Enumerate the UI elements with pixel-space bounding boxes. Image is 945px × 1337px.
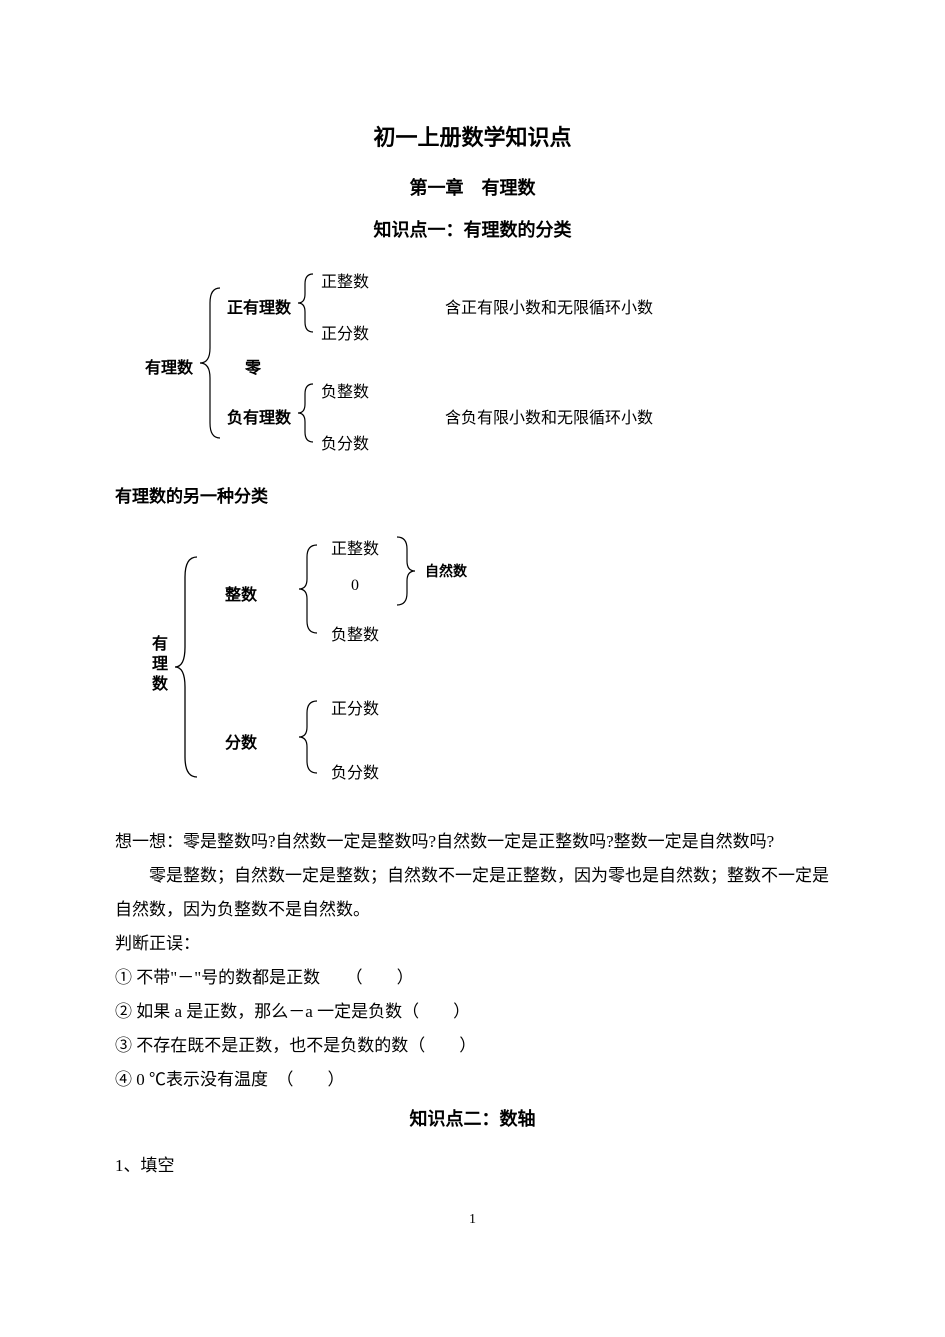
d1-pos: 正有理数 [227,294,291,318]
d1-root: 有理数 [145,354,193,378]
diagram-1: 有理数 正有理数 零 负有理数 正整数 正分数 负整数 负分数 含正有限小数和无… [115,268,830,458]
d2-frac: 分数 [225,729,257,753]
d1-neg: 负有理数 [227,404,291,428]
main-title: 初一上册数学知识点 [115,120,830,152]
d1-neg-int: 负整数 [321,378,369,402]
d2-zero: 0 [351,577,359,595]
chapter-title: 第一章 有理数 [115,174,830,200]
d1-note-neg: 含负有限小数和无限循环小数 [445,404,653,428]
judge-item: ③ 不存在既不是正数，也不是负数的数（ ） [115,1029,830,1063]
fill-heading: 1、填空 [115,1151,830,1176]
d2-int: 整数 [225,581,257,605]
judge-item: ④ 0 ℃表示没有温度 （ ） [115,1063,830,1097]
d2-pos-frac: 正分数 [331,695,379,719]
judge-item: ② 如果 a 是正数，那么－a 一定是负数（ ） [115,995,830,1029]
page-content: 初一上册数学知识点 第一章 有理数 知识点一：有理数的分类 有理数 正有理数 零… [0,0,945,1268]
subsection-title: 有理数的另一种分类 [115,482,830,507]
d2-neg-int: 负整数 [331,621,379,645]
d2-neg-frac: 负分数 [331,759,379,783]
d2-root: 有理数 [145,635,169,695]
d2-pos-int: 正整数 [331,535,379,559]
judge-item: ① 不带"－"号的数都是正数 （ ） [115,961,830,995]
knowledge-point-2-title: 知识点二：数轴 [115,1105,830,1131]
page-number: 1 [115,1212,830,1228]
think-question: 想一想：零是整数吗?自然数一定是整数吗?自然数一定是正整数吗?整数一定是自然数吗… [115,832,774,851]
diagram-2: 有理数 整数 分数 正整数 0 负整数 正分数 负分数 自然数 [135,527,830,807]
d1-neg-frac: 负分数 [321,430,369,454]
d2-natural: 自然数 [425,561,467,581]
d1-note-pos: 含正有限小数和无限循环小数 [445,294,653,318]
d1-zero: 零 [245,354,261,378]
think-block: 想一想：零是整数吗?自然数一定是整数吗?自然数一定是正整数吗?整数一定是自然数吗… [115,825,830,927]
d1-pos-frac: 正分数 [321,320,369,344]
judge-block: 判断正误： ① 不带"－"号的数都是正数 （ ） ② 如果 a 是正数，那么－a… [115,927,830,1097]
knowledge-point-1-title: 知识点一：有理数的分类 [115,216,830,242]
d1-pos-int: 正整数 [321,268,369,292]
judge-heading: 判断正误： [115,927,830,961]
think-answer: 零是整数；自然数一定是整数；自然数不一定是正整数，因为零也是自然数；整数不一定是… [115,859,830,927]
